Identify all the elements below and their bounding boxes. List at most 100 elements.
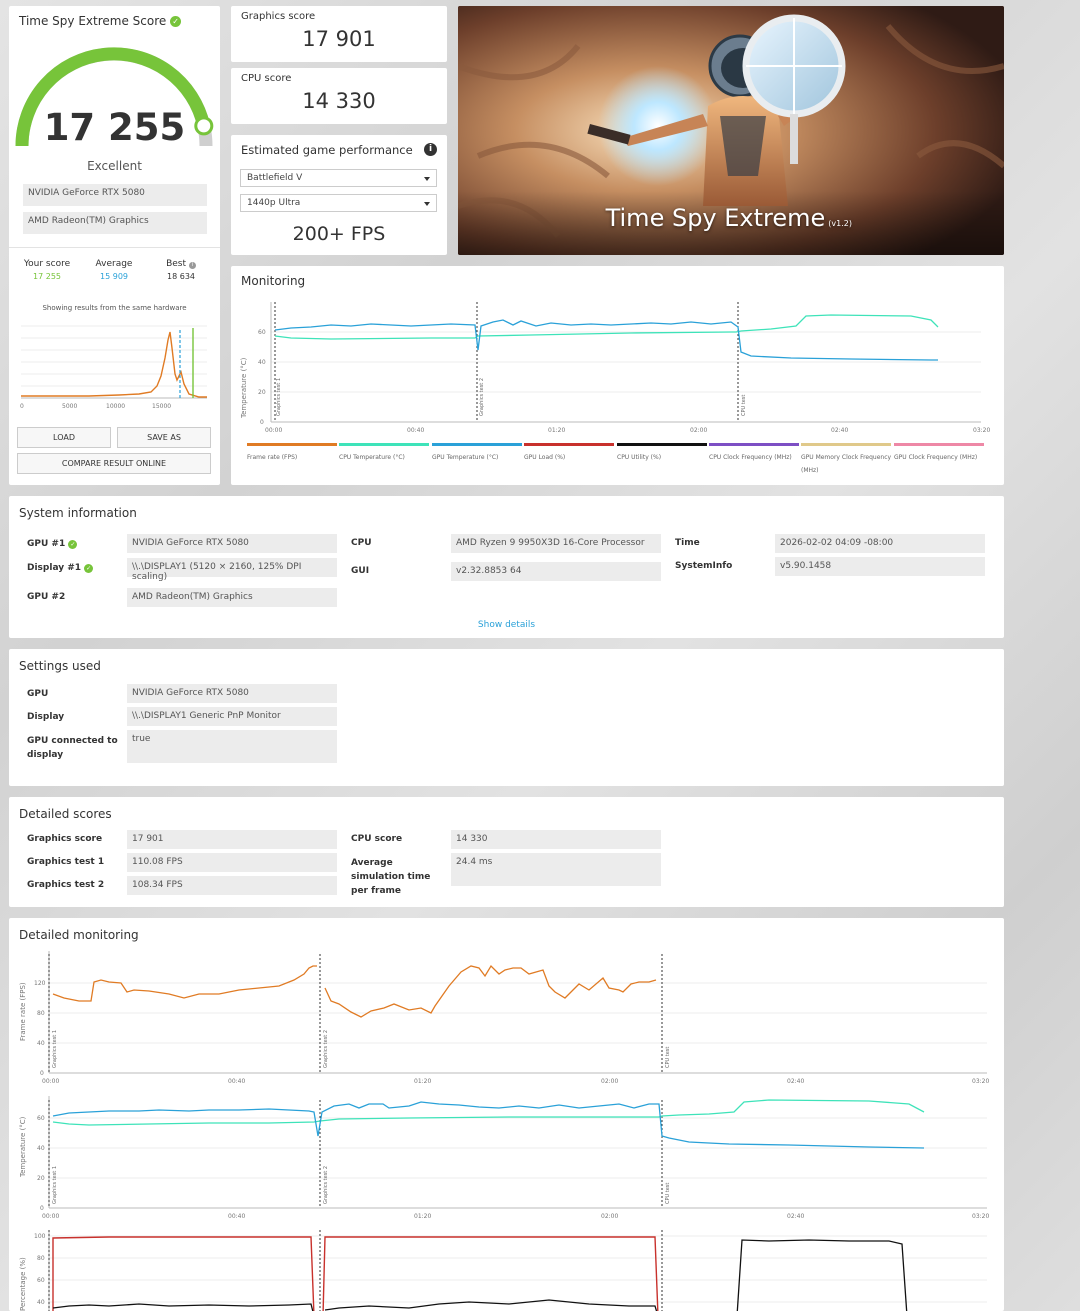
legend-gpu-clock[interactable]: GPU Clock Frequency (MHz) (894, 443, 984, 464)
detailed-scores-title: Detailed scores (19, 807, 112, 821)
settings-display-value: \\.\DISPLAY1 Generic PnP Monitor (127, 707, 337, 726)
svg-text:CPU test: CPU test (665, 1047, 671, 1068)
svg-text:60: 60 (37, 1277, 45, 1284)
svg-text:00:00: 00:00 (265, 427, 282, 434)
svg-text:02:40: 02:40 (831, 427, 848, 434)
svg-text:03:20: 03:20 (973, 427, 990, 434)
dist-tick-3: 15000 (152, 403, 171, 410)
svg-text:00:00: 00:00 (42, 1078, 59, 1085)
detail-cpu-temp-line (52, 1099, 925, 1126)
graphics-score-card: Graphics score 17 901 (231, 6, 447, 62)
load-button[interactable]: LOAD (17, 427, 111, 448)
banner-title: Time Spy Extreme (v1.2) (605, 204, 852, 232)
svg-text:40: 40 (37, 1299, 45, 1306)
overall-score: 17 255 (43, 106, 186, 149)
svg-text:00:40: 00:40 (228, 1213, 245, 1220)
graphics-score-label: Graphics score (241, 11, 316, 22)
detailed-monitoring-card: Detailed monitoring Frame rate (FPS) 120… (9, 918, 1004, 1311)
legend-frame-rate[interactable]: Frame rate (FPS) (247, 443, 337, 464)
ds-avg-sim-value: 24.4 ms (451, 853, 661, 886)
detailed-monitoring-title: Detailed monitoring (19, 928, 139, 942)
svg-text:02:40: 02:40 (787, 1078, 804, 1085)
svg-text:03:20: 03:20 (972, 1213, 989, 1220)
legend-cpu-temp[interactable]: CPU Temperature (°C) (339, 443, 429, 464)
system-info-title: System information (19, 506, 137, 520)
score-card: Time Spy Extreme Score ✓ 17 255 Excellen… (9, 6, 220, 485)
systeminfo-label: SystemInfo (675, 561, 733, 571)
svg-text:Percentage (%): Percentage (%) (19, 1257, 27, 1311)
legend-gpu-mem-clock[interactable]: GPU Memory Clock Frequency (MHz) (801, 443, 893, 477)
ds-cpu-value: 14 330 (451, 830, 661, 849)
compare-online-button[interactable]: COMPARE RESULT ONLINE (17, 453, 211, 474)
svg-text:40: 40 (37, 1145, 45, 1152)
score-distribution-chart: 0 5000 10000 15000 (20, 325, 207, 410)
legend-cpu-clock[interactable]: CPU Clock Frequency (MHz) (709, 443, 799, 464)
svg-text:0: 0 (40, 1205, 44, 1212)
check-icon: ✓ (68, 540, 78, 549)
systeminfo-value: v5.90.1458 (775, 557, 985, 576)
gpu2-label: GPU #2 (27, 592, 66, 602)
gpu-load-line (52, 1236, 659, 1311)
dist-tick-1: 5000 (62, 403, 77, 410)
divider (9, 247, 220, 248)
frame-rate-chart: Frame rate (FPS) 120 80 40 0 Graphics te… (19, 951, 989, 1085)
svg-text:00:40: 00:40 (228, 1078, 245, 1085)
settings-display-label: Display (27, 712, 65, 722)
gpu2-value: AMD Radeon(TM) Graphics (127, 588, 337, 607)
legend-gpu-temp[interactable]: GPU Temperature (°C) (432, 443, 522, 464)
gui-value: v2.32.8853 64 (451, 562, 661, 581)
game-perf-title: Estimated game performance (241, 143, 413, 157)
svg-text:20: 20 (37, 1175, 45, 1182)
svg-text:100: 100 (34, 1233, 46, 1240)
legend-cpu-utility[interactable]: CPU Utility (%) (617, 443, 707, 464)
score-title: Time Spy Extreme Score ✓ (19, 14, 182, 28)
score-gpu-1: NVIDIA GeForce RTX 5080 (23, 184, 207, 206)
info-icon[interactable]: i (188, 262, 196, 269)
svg-text:Graphics test 1: Graphics test 1 (52, 1030, 58, 1068)
marker-gt1: Graphics test 1 (276, 378, 282, 416)
ds-cpu-label: CPU score (351, 834, 403, 844)
dist-tick-0: 0 (20, 403, 24, 410)
dist-tick-2: 10000 (106, 403, 125, 410)
cpu-label: CPU (351, 538, 372, 548)
svg-text:60: 60 (258, 329, 266, 336)
distribution-curve (21, 331, 207, 398)
settings-gpu-conn-label: GPU connected to display (27, 736, 118, 760)
svg-text:02:00: 02:00 (601, 1213, 618, 1220)
game-select[interactable]: Battlefield V (240, 169, 437, 187)
time-label: Time (675, 538, 700, 548)
cpu-score-card: CPU score 14 330 (231, 68, 447, 124)
your-score: Your score 17 255 (23, 259, 71, 281)
svg-text:03:20: 03:20 (972, 1078, 989, 1085)
svg-text:Graphics test 2: Graphics test 2 (323, 1030, 329, 1068)
display1-value: \\.\DISPLAY1 (5120 × 2160, 125% DPI scal… (127, 558, 337, 582)
monitoring-title: Monitoring (241, 274, 306, 288)
info-icon[interactable]: i (424, 143, 437, 156)
svg-text:Graphics test 1: Graphics test 1 (52, 1166, 58, 1204)
legend-gpu-load[interactable]: GPU Load (%) (524, 443, 614, 464)
ds-gt1-value: 110.08 FPS (127, 853, 337, 872)
svg-text:60: 60 (37, 1115, 45, 1122)
detailed-scores-card: Detailed scores Graphics score 17 901 Gr… (9, 797, 1004, 907)
settings-gpu-conn-value: true (127, 730, 337, 763)
svg-text:CPU test: CPU test (665, 1183, 671, 1204)
same-hardware-note: Showing results from the same hardware (42, 304, 187, 312)
save-as-button[interactable]: SAVE AS (117, 427, 211, 448)
gpu1-value: NVIDIA GeForce RTX 5080 (127, 534, 337, 553)
graphics-score-value: 17 901 (302, 27, 376, 51)
banner-artwork (458, 6, 1004, 255)
preset-select[interactable]: 1440p Ultra (240, 194, 437, 212)
svg-text:20: 20 (258, 389, 266, 396)
settings-used-card: Settings used GPU NVIDIA GeForce RTX 508… (9, 649, 1004, 786)
cpu-score-label: CPU score (241, 73, 292, 84)
svg-text:40: 40 (37, 1040, 45, 1047)
svg-text:Frame rate (FPS): Frame rate (FPS) (19, 982, 27, 1041)
svg-text:Temperature (°C): Temperature (°C) (19, 1116, 27, 1178)
ds-gt2-value: 108.34 FPS (127, 876, 337, 895)
show-details-link[interactable]: Show details (477, 620, 536, 630)
svg-text:02:00: 02:00 (690, 427, 707, 434)
ds-graphics-value: 17 901 (127, 830, 337, 849)
cpu-utility-line (52, 1239, 908, 1311)
gui-label: GUI (351, 566, 370, 576)
marker-cpu: CPU test (741, 395, 747, 416)
